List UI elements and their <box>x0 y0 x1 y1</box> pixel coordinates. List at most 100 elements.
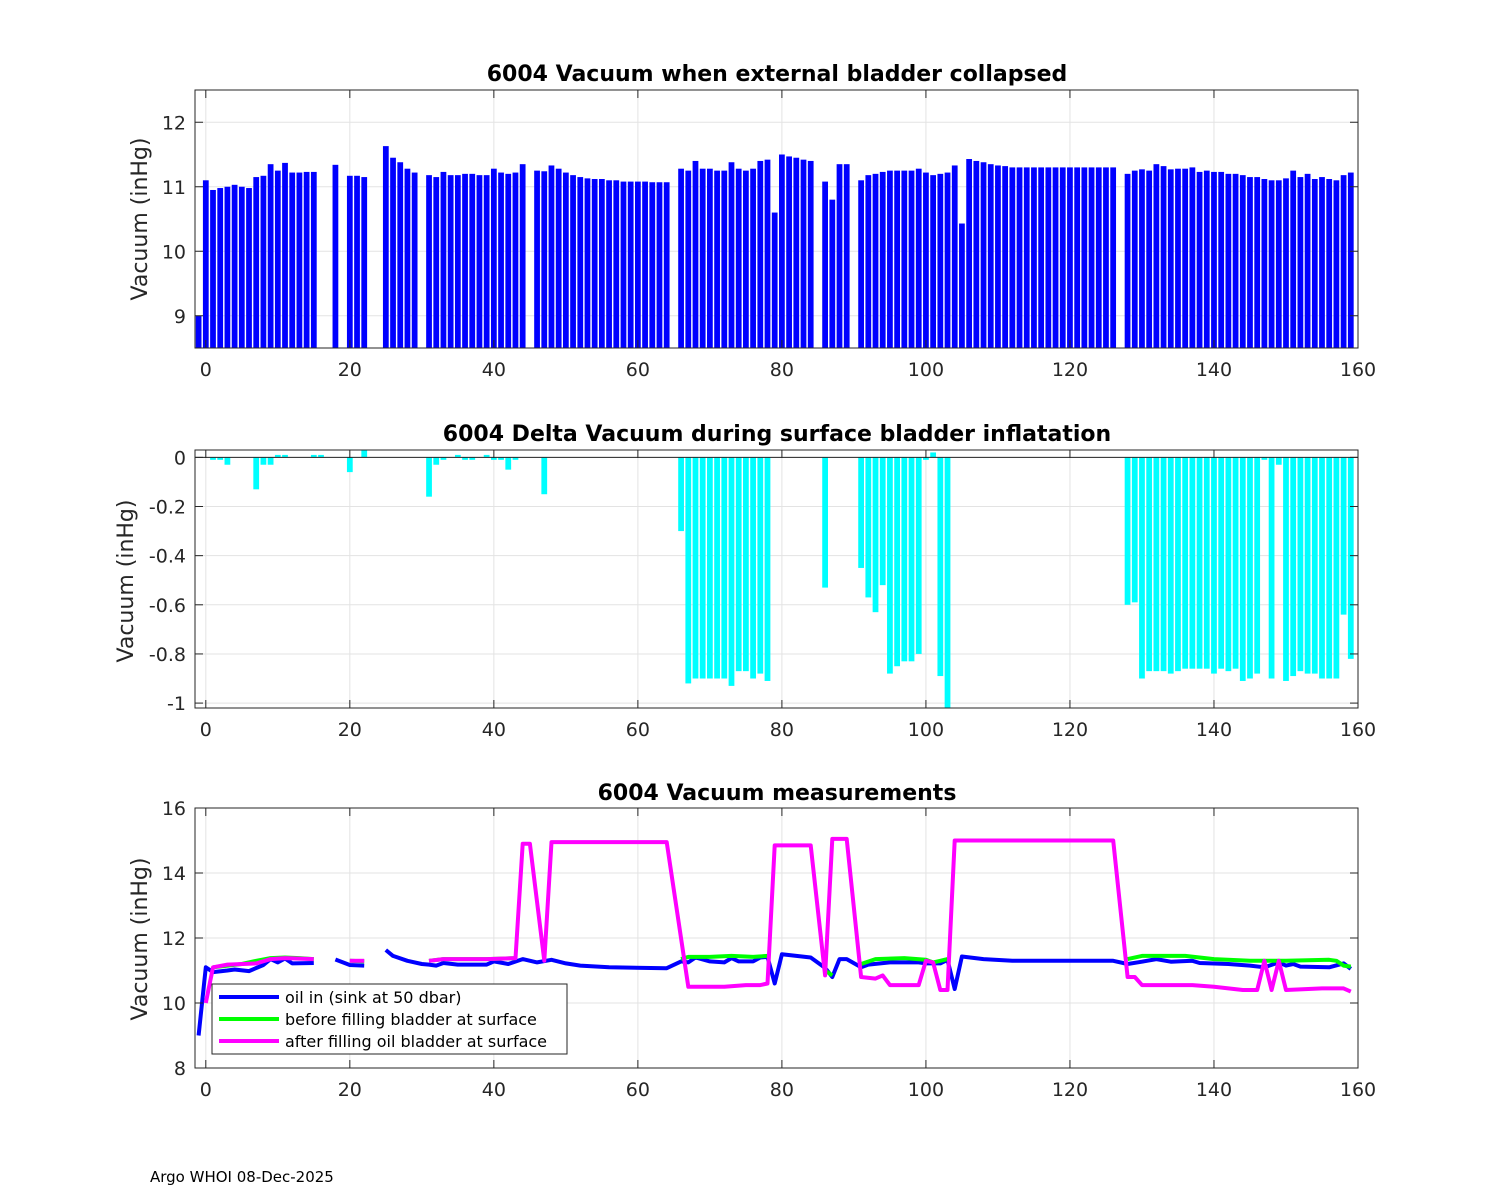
bar <box>606 180 612 348</box>
bar <box>707 457 713 679</box>
y-tick-label: 12 <box>162 112 186 134</box>
bar <box>858 457 864 568</box>
bar <box>1283 178 1289 348</box>
bar <box>541 457 548 495</box>
bar <box>1311 457 1318 674</box>
x-tick-label: 60 <box>626 1079 650 1101</box>
bar <box>1261 457 1268 460</box>
bar <box>1131 457 1138 603</box>
bar <box>274 454 281 458</box>
bar <box>1304 457 1311 674</box>
series-line <box>203 836 1352 1004</box>
bar <box>1038 167 1045 348</box>
x-tick-label: 0 <box>200 1079 212 1101</box>
bar <box>346 175 353 348</box>
bar <box>397 162 404 348</box>
bar <box>224 457 231 465</box>
x-tick-label: 120 <box>1052 1079 1088 1101</box>
x-tick-label: 80 <box>770 359 794 381</box>
bar <box>570 175 576 348</box>
bar <box>692 457 699 679</box>
x-tick-label: 20 <box>338 719 362 741</box>
bar <box>1124 457 1131 605</box>
bar <box>951 165 958 348</box>
bar <box>872 457 879 613</box>
bar <box>764 159 771 348</box>
bar <box>930 175 937 348</box>
bar <box>894 170 901 348</box>
bar <box>1031 167 1037 348</box>
bar <box>750 457 756 679</box>
bar <box>980 162 987 348</box>
bar <box>735 457 742 672</box>
bar <box>217 457 224 460</box>
bar <box>1067 167 1073 348</box>
bar <box>534 170 540 348</box>
bar <box>1045 167 1052 348</box>
bar <box>1016 167 1023 348</box>
bar <box>310 454 317 458</box>
bar <box>649 182 656 348</box>
bar <box>1340 175 1347 348</box>
bar <box>1139 457 1145 679</box>
axes-box <box>194 449 1359 709</box>
bar <box>440 457 447 460</box>
bar <box>1218 457 1225 669</box>
bar <box>274 170 281 348</box>
legend-label: oil in (sink at 50 dbar) <box>285 988 462 1007</box>
bar <box>699 457 706 679</box>
bar <box>411 172 418 348</box>
bar <box>469 457 476 460</box>
bar <box>1146 170 1153 348</box>
axes-box <box>194 89 1359 349</box>
y-tick-label: 12 <box>162 928 186 950</box>
bar <box>901 170 908 348</box>
bar <box>498 172 504 348</box>
bar <box>598 179 605 348</box>
bar <box>462 173 468 348</box>
bar <box>1290 457 1297 677</box>
bar <box>1124 173 1131 348</box>
y-tick-label: -0.8 <box>149 644 186 666</box>
bar <box>296 172 303 348</box>
bar <box>505 173 512 348</box>
bar <box>685 457 692 684</box>
bar <box>562 172 569 348</box>
bar <box>332 164 339 348</box>
bar <box>1175 168 1181 348</box>
bar <box>1275 180 1282 348</box>
bar <box>858 180 864 348</box>
bar <box>1160 457 1167 672</box>
bar <box>793 157 800 348</box>
x-tick-label: 60 <box>626 719 650 741</box>
bar <box>238 186 245 348</box>
bar <box>1146 457 1153 672</box>
bar <box>447 175 454 348</box>
bar <box>462 457 468 460</box>
bar <box>1211 457 1217 674</box>
x-tick-label: 140 <box>1196 359 1232 381</box>
bar <box>555 168 562 348</box>
bar <box>1347 172 1354 348</box>
bar <box>843 164 850 348</box>
bar <box>1268 457 1275 679</box>
bar <box>260 175 267 348</box>
bar <box>1189 167 1196 348</box>
bar <box>872 173 879 348</box>
x-tick-label: 140 <box>1196 719 1232 741</box>
bar <box>1153 164 1160 348</box>
series-line-segment <box>203 956 314 1004</box>
bar <box>908 170 915 348</box>
bar <box>1311 179 1318 348</box>
bar <box>490 457 497 460</box>
bar <box>541 171 548 348</box>
y-tick-label: 16 <box>162 798 186 820</box>
bar <box>721 457 728 679</box>
bar <box>987 164 994 348</box>
bar <box>743 170 749 348</box>
bar <box>454 175 461 348</box>
bar <box>764 457 771 681</box>
bar <box>224 186 231 348</box>
x-tick-label: 60 <box>626 359 650 381</box>
